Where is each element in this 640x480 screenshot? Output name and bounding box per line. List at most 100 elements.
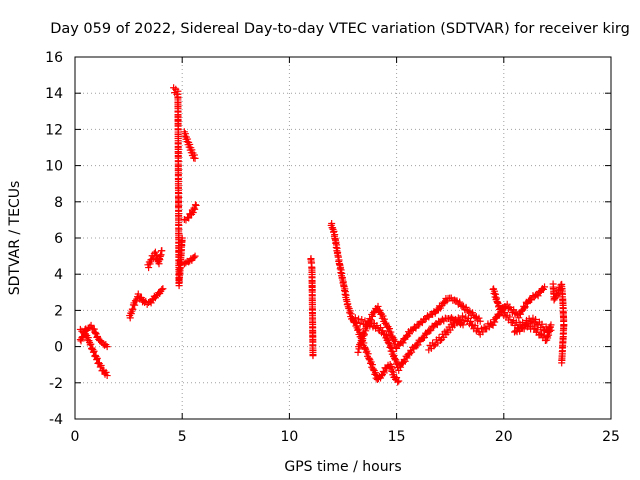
series-arc-6 bbox=[307, 255, 317, 360]
data-point bbox=[93, 354, 101, 362]
data-point bbox=[191, 154, 199, 162]
data-point bbox=[131, 301, 139, 309]
data-point bbox=[476, 317, 484, 325]
series-arc-5c bbox=[180, 252, 199, 268]
data-point bbox=[360, 330, 368, 338]
data-point bbox=[87, 321, 95, 329]
data-point bbox=[90, 347, 98, 355]
x-tick-label: 25 bbox=[602, 429, 620, 445]
data-point bbox=[517, 307, 525, 315]
x-tick-label: 5 bbox=[178, 429, 187, 445]
data-point bbox=[395, 377, 403, 385]
y-axis-label: SDTVAR / TECUs bbox=[7, 181, 23, 296]
data-point bbox=[456, 298, 464, 306]
data-point bbox=[374, 302, 382, 310]
y-tick-label: 12 bbox=[45, 122, 63, 138]
data-point bbox=[364, 350, 372, 358]
data-point bbox=[512, 318, 520, 326]
data-point bbox=[91, 328, 99, 336]
data-point bbox=[350, 317, 358, 325]
y-tick-label: 10 bbox=[45, 159, 63, 175]
series-arc-5b bbox=[180, 201, 200, 224]
data-point bbox=[547, 321, 555, 329]
data-point bbox=[145, 264, 153, 272]
series-arc-9 bbox=[350, 314, 467, 374]
data-point bbox=[358, 316, 366, 324]
data-point bbox=[388, 365, 396, 373]
data-point bbox=[379, 312, 387, 320]
data-point bbox=[403, 354, 411, 362]
series-arc-8 bbox=[354, 294, 484, 356]
data-point bbox=[79, 333, 87, 341]
series-arc-13 bbox=[549, 280, 568, 367]
y-tick-label: 16 bbox=[45, 50, 63, 66]
data-point bbox=[191, 201, 199, 209]
series-arc-12 bbox=[511, 321, 555, 344]
data-point bbox=[558, 359, 566, 367]
x-tick-label: 15 bbox=[388, 429, 406, 445]
data-point bbox=[462, 303, 470, 311]
data-point bbox=[190, 151, 198, 159]
data-point bbox=[366, 322, 374, 330]
data-point bbox=[84, 334, 92, 342]
data-point bbox=[178, 234, 186, 242]
data-point bbox=[158, 285, 166, 293]
data-point bbox=[97, 361, 105, 369]
data-point bbox=[356, 319, 364, 327]
data-point bbox=[146, 260, 154, 268]
data-point bbox=[356, 328, 364, 336]
data-point bbox=[526, 318, 534, 326]
data-point bbox=[158, 247, 166, 255]
data-point bbox=[353, 318, 361, 326]
y-tick-label: 4 bbox=[54, 267, 63, 283]
series-arc-4 bbox=[170, 84, 186, 290]
data-point bbox=[460, 317, 468, 325]
data-point bbox=[379, 327, 387, 335]
x-tick-label: 10 bbox=[280, 429, 298, 445]
data-point bbox=[387, 328, 395, 336]
data-point bbox=[426, 327, 434, 335]
data-point bbox=[380, 369, 388, 377]
data-point bbox=[102, 368, 110, 376]
data-point bbox=[147, 299, 155, 307]
data-point bbox=[532, 316, 540, 324]
data-point bbox=[368, 312, 376, 320]
data-point bbox=[515, 314, 523, 322]
y-tick-label: 6 bbox=[54, 231, 63, 247]
data-point bbox=[159, 285, 167, 293]
data-point bbox=[87, 340, 95, 348]
series-arc-10 bbox=[425, 283, 549, 354]
data-point bbox=[538, 320, 546, 328]
data-point bbox=[489, 321, 497, 329]
data-point bbox=[381, 330, 389, 338]
data-point bbox=[475, 314, 483, 322]
data-point bbox=[368, 361, 376, 369]
data-point bbox=[309, 352, 317, 360]
data-point bbox=[191, 205, 199, 213]
data-point bbox=[359, 320, 367, 328]
chart-title: Day 059 of 2022, Sidereal Day-to-day VTE… bbox=[50, 21, 630, 37]
data-point bbox=[430, 342, 438, 350]
data-point bbox=[103, 372, 111, 380]
data-point bbox=[362, 327, 370, 335]
data-point bbox=[397, 363, 405, 371]
y-tick-label: 0 bbox=[54, 340, 63, 356]
data-point bbox=[190, 254, 198, 262]
data-point bbox=[380, 315, 388, 323]
data-point bbox=[459, 321, 467, 329]
data-point bbox=[506, 313, 514, 321]
data-point bbox=[541, 283, 549, 291]
y-tick-label: -2 bbox=[49, 376, 63, 392]
y-tick-label: -4 bbox=[49, 412, 63, 428]
data-point bbox=[522, 321, 530, 329]
data-point bbox=[385, 325, 393, 333]
y-tick-label: 8 bbox=[54, 195, 63, 211]
data-point bbox=[373, 322, 381, 330]
y-tick-label: 2 bbox=[54, 303, 63, 319]
data-point bbox=[77, 337, 85, 345]
data-point bbox=[534, 292, 542, 300]
data-point bbox=[468, 309, 476, 317]
x-tick-label: 20 bbox=[495, 429, 513, 445]
data-point bbox=[363, 321, 371, 329]
